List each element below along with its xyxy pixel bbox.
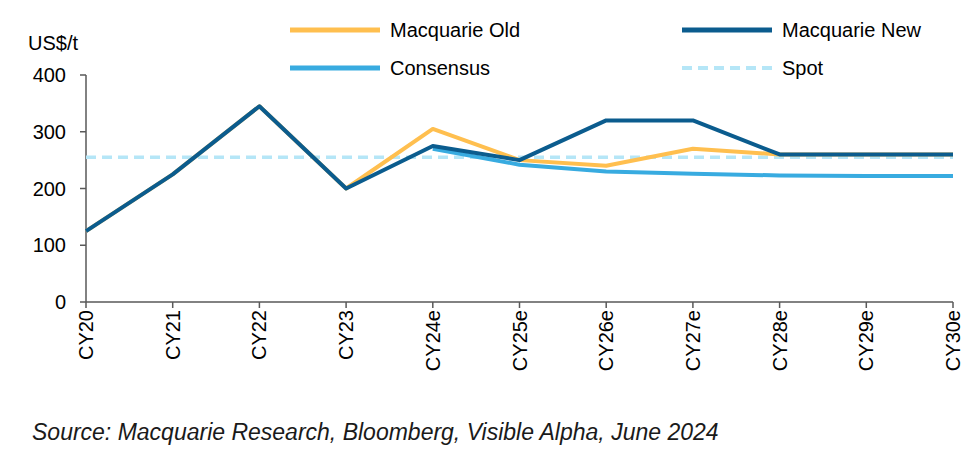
x-tick: [259, 302, 261, 308]
legend-label: Spot: [782, 57, 824, 79]
legend-swatch: [682, 28, 772, 33]
y-tick-label: 300: [33, 121, 66, 143]
legend-swatch: [290, 28, 380, 33]
plot-area: [86, 106, 953, 231]
x-tick-label: CY23: [335, 310, 357, 360]
x-tick-label: CY21: [162, 310, 184, 360]
y-tick: [80, 301, 86, 303]
x-tick-label: CY28e: [769, 310, 791, 371]
x-tick-label: CY24e: [422, 310, 444, 371]
y-tick-label: 400: [33, 64, 66, 86]
x-tick: [432, 302, 434, 308]
series-line: [86, 106, 953, 231]
y-tick-label: 0: [55, 291, 66, 313]
legend-label: Macquarie New: [782, 19, 922, 41]
chart: 0 100 200 300 400 CY20 CY21 CY22 CY23 CY24e CY25e C…: [0, 0, 975, 456]
series-line: [86, 106, 953, 231]
y-tick-label: 200: [33, 178, 66, 200]
x-tick: [692, 302, 694, 308]
y-tick: [80, 131, 86, 133]
x-tick: [779, 302, 781, 308]
x-tick: [605, 302, 607, 308]
y-tick: [80, 245, 86, 247]
legend-swatch: [682, 66, 772, 70]
legend-label: Macquarie Old: [390, 19, 520, 41]
x-tick-label: CY25e: [509, 310, 531, 371]
x-tick-label: CY30e: [942, 310, 964, 371]
x-tick-label: CY22: [248, 310, 270, 360]
source-note: Source: Macquarie Research, Bloomberg, V…: [32, 419, 719, 445]
x-tick-label: CY20: [75, 310, 97, 360]
x-tick: [952, 302, 954, 308]
x-tick-label: CY26e: [595, 310, 617, 371]
x-tick: [519, 302, 521, 308]
x-tick: [85, 302, 87, 308]
x-tick-label: CY27e: [682, 310, 704, 371]
x-tick-label: CY29e: [855, 310, 877, 371]
y-tick: [80, 188, 86, 190]
x-tick: [345, 302, 347, 308]
legend-swatch: [290, 66, 380, 71]
y-axis-label: US$/t: [28, 32, 78, 54]
y-tick-label: 100: [33, 234, 66, 256]
x-tick: [172, 302, 174, 308]
x-tick: [866, 302, 868, 308]
y-tick: [80, 74, 86, 76]
legend-label: Consensus: [390, 57, 490, 79]
